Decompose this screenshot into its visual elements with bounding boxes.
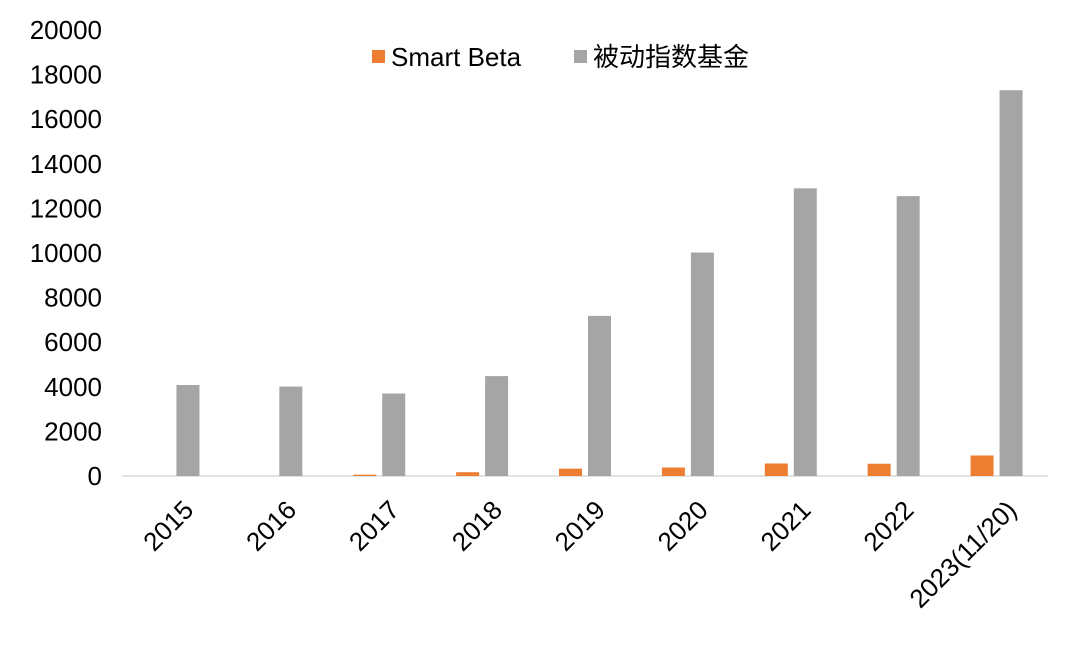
bar-passive-index-fund-2016: [279, 386, 303, 476]
x-tick-label: 2019: [549, 495, 611, 557]
bar-passive-index-fund-2021: [793, 188, 817, 476]
bar-passive-index-fund-2015: [176, 385, 200, 476]
bar-passive-index-fund-2017: [382, 393, 406, 476]
x-tick-label: 2023(11/20): [903, 495, 1022, 614]
y-tick-label: 4000: [44, 372, 102, 402]
bar-passive-index-fund-2022: [896, 196, 920, 476]
y-tick-label: 2000: [44, 416, 102, 446]
bar-smart-beta-2022: [867, 463, 891, 476]
y-tick-label: 6000: [44, 327, 102, 357]
x-tick-label: 2017: [343, 495, 405, 557]
y-tick-label: 10000: [30, 238, 102, 268]
legend: Smart Beta 被动指数基金: [372, 42, 749, 72]
legend-swatch-passive-index-fund: [574, 50, 587, 63]
bar-smart-beta-2023(11/20): [970, 455, 994, 476]
x-tick-label: 2018: [446, 495, 508, 557]
y-axis-tick-labels: 0 2000 4000 6000 8000 10000 12000 14000 16000 180…: [30, 15, 102, 491]
bar-passive-index-fund-2020: [690, 252, 714, 476]
bar-smart-beta-2021: [764, 463, 788, 476]
legend-swatch-smart-beta: [372, 50, 385, 63]
y-tick-label: 0: [88, 461, 102, 491]
x-axis-tick-labels: 2015 2016 2017 2018 2019 2020 2021 20222023(11/…: [137, 495, 1022, 614]
legend-label-smart-beta: Smart Beta: [391, 42, 522, 72]
y-tick-label: 8000: [44, 283, 102, 313]
y-tick-label: 14000: [30, 149, 102, 179]
bar-passive-index-fund-2023(11/20): [999, 90, 1023, 477]
bar-passive-index-fund-2018: [485, 376, 509, 476]
y-tick-label: 16000: [30, 104, 102, 134]
x-tick-label: 2016: [240, 495, 302, 557]
x-tick-label: 2020: [652, 495, 714, 557]
x-tick-label: 2015: [137, 495, 199, 557]
bar-smart-beta-2017: [353, 474, 377, 476]
bar-smart-beta-2019: [559, 468, 582, 476]
bar-smart-beta-2018: [456, 472, 480, 476]
bar-passive-index-fund-2019: [588, 315, 611, 476]
legend-label-passive-index-fund: 被动指数基金: [593, 42, 749, 72]
y-tick-label: 20000: [30, 15, 102, 45]
x-tick-label: 2022: [857, 495, 919, 557]
y-tick-label: 18000: [30, 60, 102, 90]
bars: [176, 90, 1023, 477]
bar-smart-beta-2020: [661, 467, 685, 476]
x-tick-label: 2021: [754, 495, 816, 557]
y-tick-label: 12000: [30, 193, 102, 223]
